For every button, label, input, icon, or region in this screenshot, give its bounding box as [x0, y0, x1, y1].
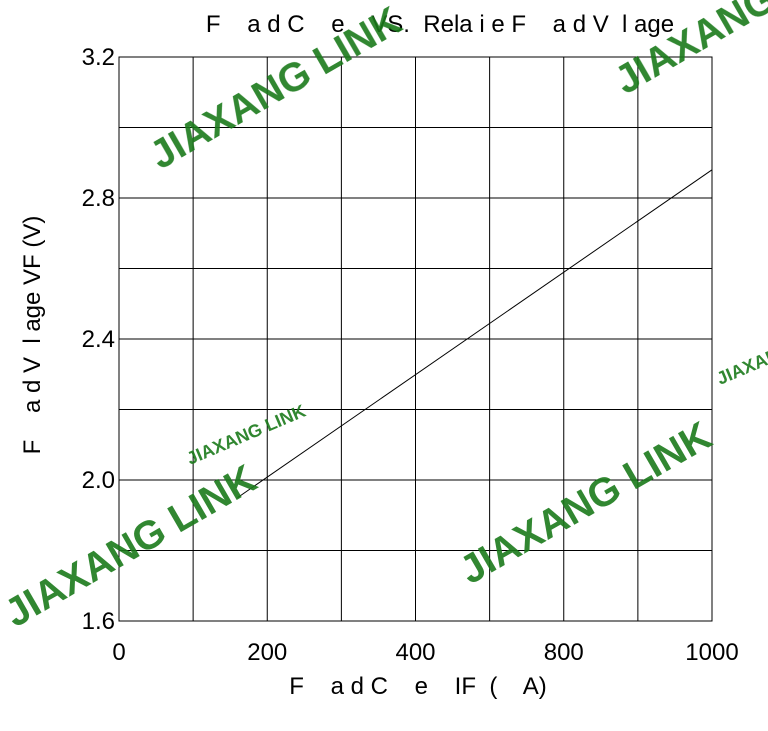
y-tick-label: 2.4 — [82, 326, 115, 353]
x-tick-label: 0 — [112, 639, 125, 666]
x-tick-label: 1000 — [685, 639, 738, 666]
series-line — [237, 169, 713, 499]
y-tick-labels: 3.2 2.8 2.4 2.0 1.6 — [82, 44, 115, 635]
grid-vertical — [192, 57, 639, 621]
x-tick-label: 200 — [247, 639, 287, 666]
y-tick-label: 1.6 — [82, 608, 115, 635]
x-axis-label: F a d C e IF ( A) — [289, 673, 546, 700]
y-tick-label: 3.2 — [82, 44, 115, 71]
x-tick-label: 400 — [395, 639, 435, 666]
series-layer — [237, 169, 713, 499]
y-tick-label: 2.8 — [82, 185, 115, 212]
y-axis-label: F a d V l age VF (V) — [19, 216, 46, 455]
watermark-logo: JIAXANG LINK — [453, 414, 720, 593]
plot-frame — [118, 56, 713, 622]
watermark-logo: JIAXANG LINK — [0, 457, 264, 636]
watermark-logo: JIAXANG LINK — [714, 321, 768, 389]
x-tick-label: 800 — [544, 639, 584, 666]
chart-title: F a d C e VS. Rela i e F a d V l age — [206, 11, 674, 38]
y-tick-label: 2.0 — [82, 467, 115, 494]
x-tick-labels: 0 200 400 800 1000 — [112, 639, 738, 666]
watermark-logo: JIAXANG LINK — [184, 401, 309, 469]
